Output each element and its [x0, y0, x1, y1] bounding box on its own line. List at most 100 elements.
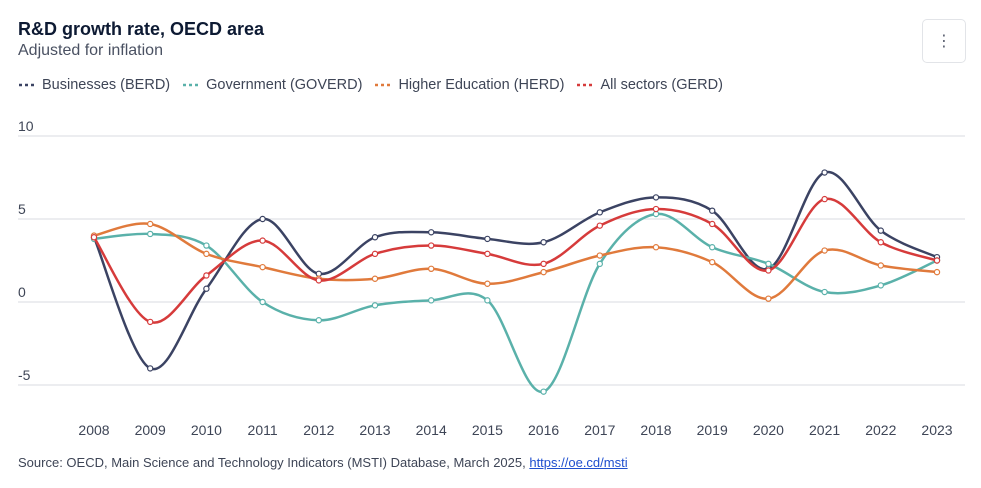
data-point-businesses-berd: [428, 229, 435, 236]
chart-subtitle: Adjusted for inflation: [18, 42, 163, 59]
data-point-higher-education-herd: [146, 220, 154, 228]
data-point-higher-education-herd: [765, 295, 772, 302]
x-tick-label: 2008: [78, 422, 109, 438]
x-tick-label: 2023: [921, 422, 952, 438]
data-point-all-sectors-gerd: [203, 272, 210, 279]
source-link[interactable]: https://oe.cd/msti: [529, 455, 628, 470]
x-tick-label: 2012: [303, 422, 334, 438]
legend-swatch: [375, 83, 392, 87]
data-point-businesses-berd: [821, 169, 828, 176]
x-tick-label: 2022: [865, 422, 896, 438]
data-point-all-sectors-gerd: [933, 257, 941, 264]
data-point-businesses-berd: [371, 234, 379, 241]
data-point-all-sectors-gerd: [877, 239, 885, 246]
x-tick-label: 2011: [248, 422, 278, 438]
y-tick-label: 5: [18, 201, 26, 217]
data-point-higher-education-herd: [371, 275, 379, 282]
more-vertical-icon: ⋮: [936, 33, 952, 50]
chart-menu-button[interactable]: ⋮: [922, 19, 966, 63]
data-point-businesses-berd: [540, 239, 547, 246]
data-point-government-goverd: [821, 288, 828, 296]
chart-legend: Businesses (BERD) Government (GOVERD) High…: [18, 77, 723, 93]
data-point-government-goverd: [540, 388, 547, 395]
x-tick-label: 2019: [697, 422, 728, 438]
legend-label: All sectors (GERD): [600, 77, 723, 93]
data-point-businesses-berd: [652, 194, 660, 201]
data-point-businesses-berd: [596, 209, 604, 216]
data-point-government-goverd: [877, 282, 885, 289]
data-point-businesses-berd: [203, 285, 210, 292]
y-tick-label: 0: [18, 284, 26, 300]
data-point-all-sectors-gerd: [259, 237, 266, 244]
source-text: Source: OECD, Main Science and Technolog…: [18, 455, 530, 470]
legend-item-higher-education-herd[interactable]: Higher Education (HERD): [374, 77, 564, 93]
data-point-higher-education-herd: [933, 268, 941, 276]
data-point-higher-education-herd: [877, 262, 885, 269]
x-tick-label: 2014: [416, 422, 447, 438]
series-line-higher-education-herd: [93, 222, 938, 300]
data-point-government-goverd: [371, 302, 379, 309]
chart-title: R&D growth rate, OECD area: [18, 19, 265, 39]
data-point-higher-education-herd: [203, 250, 210, 258]
y-tick-label: -5: [18, 367, 31, 383]
data-point-all-sectors-gerd: [821, 195, 828, 203]
data-point-all-sectors-gerd: [596, 222, 604, 229]
x-tick-label: 2016: [528, 422, 559, 438]
x-tick-label: 2017: [584, 422, 615, 438]
data-point-businesses-berd: [146, 365, 154, 372]
series-line-government-goverd: [93, 212, 938, 393]
legend-swatch: [577, 83, 594, 87]
data-point-all-sectors-gerd: [540, 260, 547, 268]
x-tick-label: 2010: [191, 422, 222, 438]
y-tick-label: 10: [18, 118, 34, 134]
data-point-higher-education-herd: [540, 268, 547, 276]
x-tick-label: 2015: [472, 422, 503, 438]
series-line-all-sectors-gerd: [92, 197, 938, 324]
legend-label: Higher Education (HERD): [398, 77, 565, 93]
legend-label: Businesses (BERD): [42, 77, 171, 93]
data-point-government-goverd: [203, 242, 210, 249]
data-point-businesses-berd: [259, 215, 266, 223]
data-point-all-sectors-gerd: [315, 277, 322, 284]
data-point-higher-education-herd: [709, 258, 716, 266]
data-point-all-sectors-gerd: [146, 318, 154, 326]
x-tick-label: 2009: [135, 422, 166, 438]
x-tick-label: 2018: [640, 422, 671, 438]
data-point-higher-education-herd: [259, 263, 266, 271]
data-point-higher-education-herd: [428, 265, 435, 272]
x-tick-label: 2021: [809, 422, 840, 438]
data-point-government-goverd: [765, 260, 772, 268]
data-point-government-goverd: [259, 298, 266, 306]
data-point-government-goverd: [596, 260, 604, 268]
data-point-all-sectors-gerd: [90, 234, 98, 241]
data-point-businesses-berd: [709, 207, 716, 214]
data-point-government-goverd: [428, 297, 435, 304]
data-point-government-goverd: [484, 297, 491, 304]
data-point-all-sectors-gerd: [428, 242, 435, 249]
data-point-all-sectors-gerd: [371, 250, 379, 258]
data-point-all-sectors-gerd: [709, 220, 716, 228]
legend-item-businesses-berd[interactable]: Businesses (BERD): [18, 77, 170, 93]
data-point-government-goverd: [709, 244, 716, 251]
data-point-all-sectors-gerd: [484, 250, 491, 258]
data-point-businesses-berd: [484, 235, 491, 243]
data-point-government-goverd: [315, 317, 322, 324]
data-point-all-sectors-gerd: [652, 205, 660, 213]
data-point-government-goverd: [146, 230, 154, 238]
x-tick-label: 2020: [753, 422, 784, 438]
legend-item-government-goverd[interactable]: Government (GOVERD): [182, 77, 362, 93]
data-point-higher-education-herd: [484, 280, 491, 287]
legend-item-all-sectors-gerd[interactable]: All sectors (GERD): [576, 77, 723, 93]
data-point-higher-education-herd: [821, 247, 828, 254]
data-point-higher-education-herd: [652, 244, 660, 251]
data-point-businesses-berd: [877, 227, 885, 234]
legend-label: Government (GOVERD): [206, 77, 363, 93]
x-tick-label: 2013: [359, 422, 390, 438]
legend-swatch: [19, 83, 35, 87]
data-point-higher-education-herd: [596, 252, 604, 259]
series-line-businesses-berd: [92, 170, 938, 371]
legend-swatch: [183, 83, 200, 87]
data-point-all-sectors-gerd: [765, 267, 772, 274]
source-note: Source: OECD, Main Science and Technolog…: [18, 455, 628, 470]
